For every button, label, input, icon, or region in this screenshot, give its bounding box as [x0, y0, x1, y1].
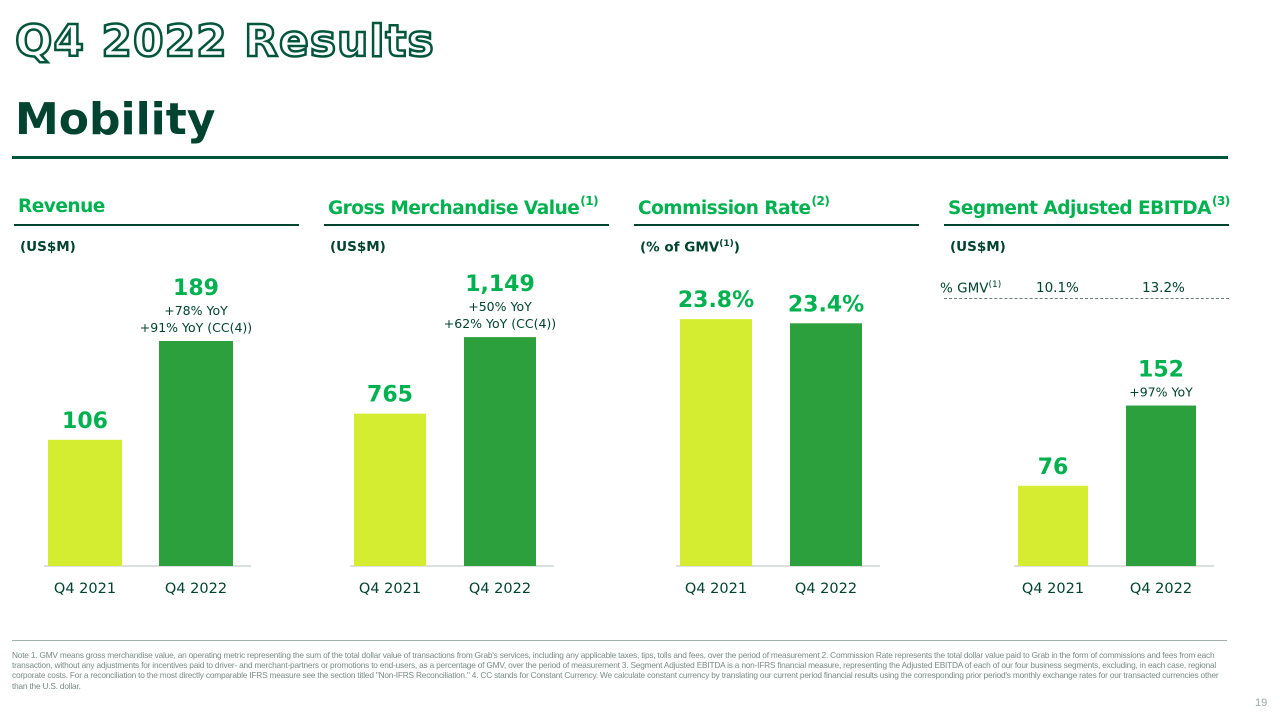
page-subtitle: Mobility	[15, 94, 216, 145]
commission-rate-chart: 23.8% Q4 2021 23.4% Q4 2022	[676, 288, 880, 597]
x-tick-label: Q4 2021	[359, 581, 421, 597]
x-tick-label: Q4 2021	[685, 581, 747, 597]
growth-annotation: +62% YoY (CC(4))	[444, 316, 556, 331]
chart-title: Revenue	[18, 196, 105, 217]
footnote: Note 1. GMV means gross merchandise valu…	[12, 640, 1227, 691]
gmv-percent-label: % GMV(1)	[940, 280, 1002, 297]
x-tick-label: Q4 2022	[165, 581, 227, 597]
data-label: 152	[1138, 358, 1184, 383]
x-tick-label: Q4 2022	[1130, 581, 1192, 597]
gmv-percent-q4-2022: 13.2%	[1142, 280, 1185, 296]
x-tick-label: Q4 2021	[54, 581, 116, 597]
x-tick-label: Q4 2021	[1022, 581, 1084, 597]
growth-annotation: +78% YoY	[164, 303, 228, 318]
commission-rate-panel: Commission Rate(2) (% of GMV(1)) 23.8% Q4…	[634, 194, 919, 626]
chart-title-divider	[634, 224, 919, 226]
data-label: 23.8%	[678, 288, 754, 313]
chart-title-divider	[324, 224, 609, 226]
chart-unit: (US$M)	[330, 239, 386, 255]
chart-title: Segment Adjusted EBITDA(3)	[948, 194, 1230, 220]
chart-title-divider	[14, 224, 299, 226]
data-label: 765	[367, 383, 413, 408]
bar-q4-2022	[159, 341, 233, 566]
chart-title: Gross Merchandise Value(1)	[328, 194, 599, 220]
data-label: 106	[62, 409, 108, 434]
bar-q4-2022	[1126, 405, 1196, 566]
bar-q4-2021	[680, 319, 752, 566]
gmv-chart: 765 Q4 2021 1,149 +50% YoY +62% YoY (CC(4)) Q…	[350, 272, 556, 597]
chart-unit: (% of GMV(1))	[640, 239, 740, 256]
x-tick-label: Q4 2022	[469, 581, 531, 597]
segment-ebitda-chart: 76 Q4 2021 152 +97% YoY Q4 2022	[1014, 358, 1214, 597]
growth-annotation: +97% YoY	[1129, 385, 1193, 400]
data-label: 1,149	[465, 272, 535, 297]
chart-unit: (US$M)	[950, 239, 1006, 255]
title-divider	[12, 156, 1228, 159]
bar-q4-2021	[354, 413, 426, 566]
growth-annotation: +91% YoY (CC(4))	[140, 320, 252, 335]
gmv-percent-q4-2021: 10.1%	[1036, 280, 1079, 296]
bar-q4-2022	[464, 337, 536, 566]
revenue-chart: 106 Q4 2021 189 +78% YoY +91% YoY (CC(4)) Q4 …	[44, 276, 252, 597]
data-label: 23.4%	[788, 292, 864, 317]
growth-annotation: +50% YoY	[468, 299, 532, 314]
gmv-panel: Gross Merchandise Value(1) (US$M) 765 Q4 …	[324, 194, 609, 626]
data-label: 189	[173, 276, 219, 301]
x-tick-label: Q4 2022	[795, 581, 857, 597]
page-title: Q4 2022 Results	[14, 15, 435, 69]
chart-title-divider	[944, 224, 1229, 226]
bar-q4-2022	[790, 323, 862, 566]
gmv-percent-row: % GMV(1) 10.1% 13.2%	[940, 280, 1229, 299]
bar-q4-2021	[48, 439, 122, 566]
revenue-panel: Revenue (US$M) 106 Q4 2021 189 +78% YoY +91%…	[14, 196, 299, 626]
chart-title: Commission Rate(2)	[638, 194, 830, 220]
page-number: 19	[1255, 697, 1268, 709]
chart-unit: (US$M)	[20, 239, 76, 255]
bar-q4-2021	[1018, 485, 1088, 566]
segment-ebitda-panel: Segment Adjusted EBITDA(3) (US$M) % GMV(…	[940, 194, 1230, 626]
data-label: 76	[1038, 455, 1069, 480]
